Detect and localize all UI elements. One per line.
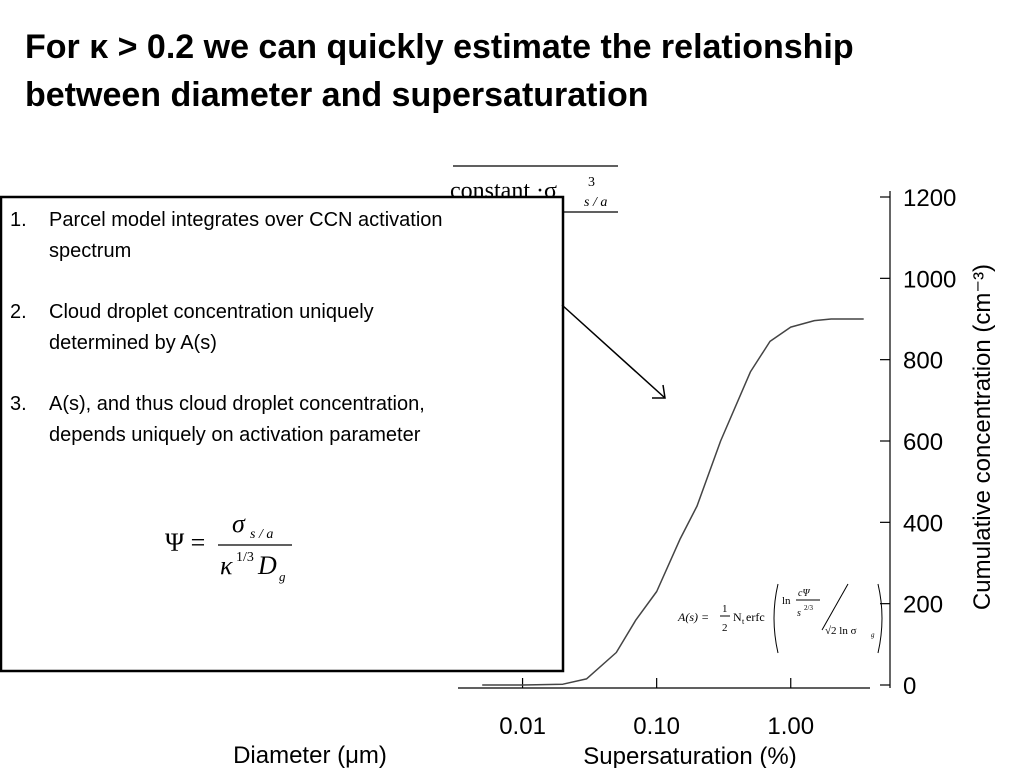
formula: s (797, 608, 801, 619)
list-number: 1. (10, 209, 27, 231)
y-tick-label: 1000 (903, 266, 956, 293)
list-text: A(s), and thus cloud droplet concentrati… (49, 393, 425, 415)
list-number: 3. (10, 393, 27, 415)
y-tick-label: 800 (903, 348, 943, 375)
fraction-slash (821, 583, 849, 631)
psi-formula: Ψ = σ s / a κ 1/3 D g (165, 509, 292, 584)
formula: 2/3 (804, 604, 813, 612)
arrow-head (652, 384, 666, 399)
paren (773, 583, 779, 654)
list-text: Cloud droplet concentration uniquely (49, 301, 374, 323)
hidden-axis-label: Diameter (μm) (233, 742, 387, 768)
a-formula: A(s) = 1 2 N t erfc ln cΨ s 2/3 √2 ln σ … (677, 583, 883, 654)
list-text: spectrum (49, 240, 131, 262)
data-line (482, 318, 864, 686)
y-tick-label: 400 (903, 510, 943, 537)
formula: Ψ = (165, 528, 205, 557)
list-text: determined by A(s) (49, 332, 217, 354)
formula: t (742, 617, 745, 626)
y-axis-label: Cumulative concentration (cm⁻³) (969, 264, 996, 610)
list-number: 2. (10, 301, 27, 323)
formula: s / a (584, 195, 607, 210)
x-tick-label: 0.10 (633, 713, 680, 740)
formula: 3 (588, 175, 595, 190)
arrow (561, 304, 666, 399)
formula: 1 (722, 603, 728, 615)
y-tick-label: 200 (903, 592, 943, 619)
formula: g (871, 631, 875, 639)
title: For κ > 0.2 we can quickly estimate the … (25, 28, 854, 66)
formula: erfc (746, 610, 765, 624)
formula: σ (232, 509, 246, 538)
list-text: depends uniquely on activation parameter (49, 424, 421, 446)
paren (877, 583, 883, 654)
formula: N (733, 610, 742, 624)
x-tick-label: 0.01 (499, 713, 546, 740)
formula: g (279, 569, 286, 584)
formula: cΨ (798, 588, 810, 599)
formula: ln (782, 595, 791, 607)
x-axis-label: Supersaturation (%) (583, 743, 796, 768)
formula: 2 (722, 622, 728, 634)
y-tick-label: 0 (903, 673, 916, 700)
x-tick-label: 1.00 (767, 713, 814, 740)
title: between diameter and supersaturation (25, 76, 649, 114)
formula: A(s) = (677, 610, 709, 624)
chart: 0.01 0.10 1.00 0 200 400 600 800 1000 1200 Supersa… (458, 185, 996, 768)
list: 1. Parcel model integrates over CCN activ… (10, 209, 443, 446)
formula: 1/3 (236, 550, 254, 565)
formula: √2 ln σ (825, 625, 857, 637)
y-tick-label: 1200 (903, 185, 956, 212)
formula: s / a (250, 527, 273, 542)
y-tick-label: 600 (903, 429, 943, 456)
formula: κ (220, 551, 233, 580)
list-text: Parcel model integrates over CCN activat… (49, 209, 443, 231)
formula: D (257, 551, 277, 580)
text-box (0, 195, 565, 673)
